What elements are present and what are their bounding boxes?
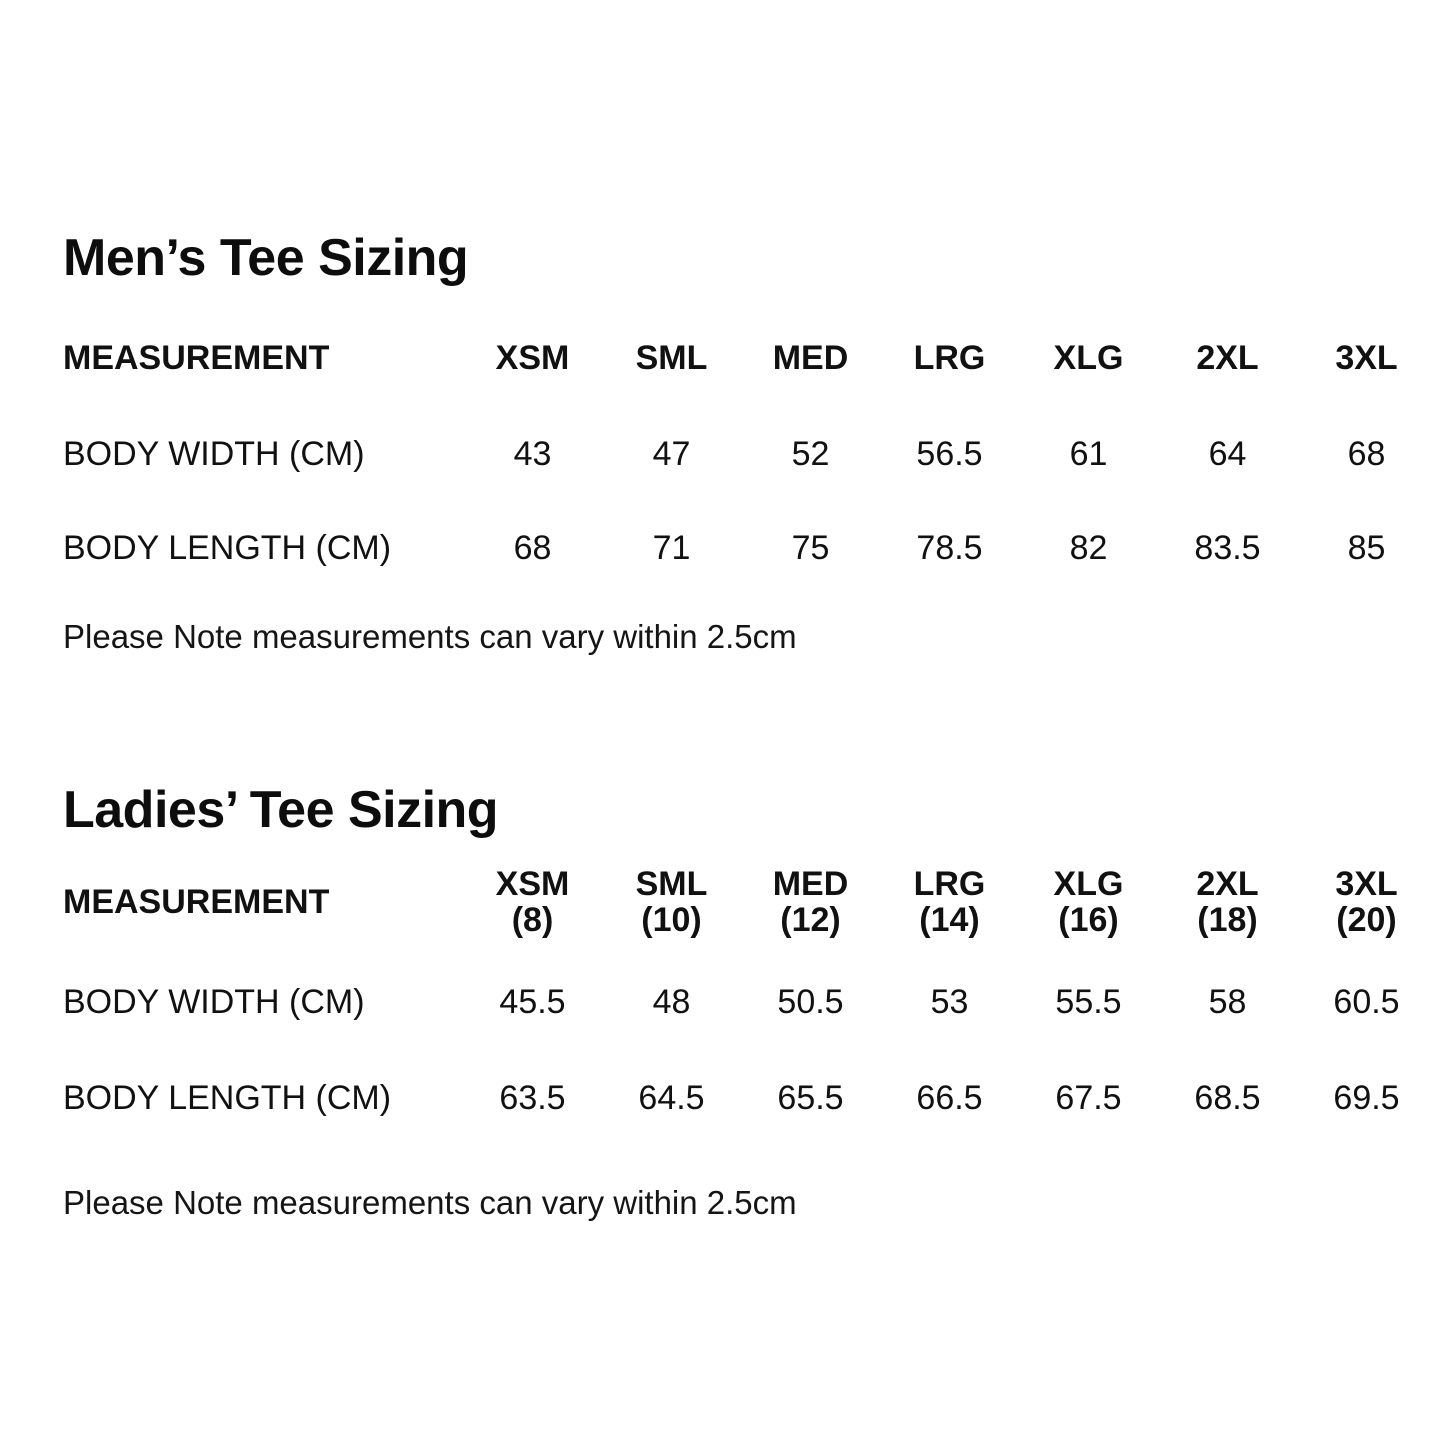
mens-measurement-note: Please Note measurements can vary within…	[63, 618, 797, 655]
body-length-sml: 71	[652, 529, 691, 567]
body-length-xsm: 63.5	[499, 1079, 566, 1117]
column-header-xlg: XLG	[1053, 339, 1124, 377]
column-header-xsm: XSM	[495, 339, 570, 377]
ladies-body-width-row: BODY WIDTH (CM) 45.5 48 50.5 53 55.5 58 …	[63, 982, 1400, 1022]
body-width-med: 50.5	[777, 983, 844, 1021]
column-header-dress-size: (12)	[780, 901, 841, 939]
column-header-dress-size: (16)	[1058, 901, 1119, 939]
body-length-2xl: 68.5	[1194, 1079, 1261, 1117]
column-header-measurement: MEASUREMENT	[63, 884, 463, 920]
column-header-label: XSM	[495, 865, 570, 903]
body-width-xlg: 55.5	[1055, 983, 1122, 1021]
body-width-2xl: 64	[1208, 435, 1247, 473]
column-header-label: MEASUREMENT	[63, 883, 330, 921]
column-header-sml: SML	[635, 339, 708, 377]
mens-sizing-section: Men’s Tee Sizing MEASUREMENT XSM SML MED…	[63, 232, 1400, 656]
ladies-sizing-section: Ladies’ Tee Sizing MEASUREMENT XSM (8) S…	[63, 784, 1400, 1222]
body-width-sml: 47	[652, 435, 691, 473]
mens-body-width-row: BODY WIDTH (CM) 43 47 52 56.5 61 64 68	[63, 434, 1400, 474]
column-header-2xl: 2XL (18)	[1158, 866, 1297, 938]
body-width-xsm: 43	[513, 435, 552, 473]
column-header-label: 2XL	[1196, 865, 1259, 903]
column-header-dress-size: (10)	[641, 901, 702, 939]
body-length-lrg: 66.5	[916, 1079, 983, 1117]
column-header-2xl: 2XL	[1196, 339, 1259, 377]
ladies-section-title: Ladies’ Tee Sizing	[63, 781, 499, 839]
ladies-measurement-note: Please Note measurements can vary within…	[63, 1184, 797, 1221]
column-header-measurement: MEASUREMENT	[63, 339, 330, 377]
body-width-3xl: 68	[1347, 435, 1386, 473]
body-length-lrg: 78.5	[916, 529, 983, 567]
body-length-med: 65.5	[777, 1079, 844, 1117]
mens-section-title: Men’s Tee Sizing	[63, 229, 469, 287]
column-header-med: MED	[772, 339, 849, 377]
column-header-label: XLG	[1053, 865, 1124, 903]
body-width-lrg: 53	[930, 983, 969, 1021]
ladies-header-row: MEASUREMENT XSM (8) SML (10) MED (12) LR…	[63, 866, 1400, 938]
body-length-3xl: 85	[1347, 529, 1386, 567]
body-width-sml: 48	[652, 983, 691, 1021]
column-header-3xl: 3XL	[1335, 339, 1398, 377]
mens-body-length-row: BODY LENGTH (CM) 68 71 75 78.5 82 83.5 8…	[63, 528, 1400, 568]
body-width-xlg: 61	[1069, 435, 1108, 473]
column-header-xsm: XSM (8)	[463, 866, 602, 938]
mens-header-row: MEASUREMENT XSM SML MED LRG XLG 2XL 3XL	[63, 338, 1400, 378]
body-width-3xl: 60.5	[1333, 983, 1400, 1021]
body-width-2xl: 58	[1208, 983, 1247, 1021]
body-length-xlg: 82	[1069, 529, 1108, 567]
column-header-lrg: LRG	[913, 339, 986, 377]
column-header-3xl: 3XL (20)	[1297, 866, 1436, 938]
row-label-body-length: BODY LENGTH (CM)	[63, 529, 392, 567]
column-header-dress-size: (8)	[511, 901, 554, 939]
column-header-xlg: XLG (16)	[1019, 866, 1158, 938]
row-label-body-width: BODY WIDTH (CM)	[63, 983, 365, 1021]
body-width-xsm: 45.5	[499, 983, 566, 1021]
column-header-label: SML	[635, 865, 708, 903]
column-header-label: MED	[772, 865, 849, 903]
column-header-label: 3XL	[1335, 865, 1398, 903]
row-label-body-width: BODY WIDTH (CM)	[63, 435, 365, 473]
column-header-med: MED (12)	[741, 866, 880, 938]
column-header-dress-size: (14)	[919, 901, 980, 939]
body-length-xlg: 67.5	[1055, 1079, 1122, 1117]
column-header-dress-size: (18)	[1197, 901, 1258, 939]
body-length-med: 75	[791, 529, 830, 567]
column-header-lrg: LRG (14)	[880, 866, 1019, 938]
body-length-2xl: 83.5	[1194, 529, 1261, 567]
body-length-sml: 64.5	[638, 1079, 705, 1117]
ladies-body-length-row: BODY LENGTH (CM) 63.5 64.5 65.5 66.5 67.…	[63, 1078, 1400, 1118]
column-header-label: LRG	[913, 865, 986, 903]
body-width-lrg: 56.5	[916, 435, 983, 473]
body-width-med: 52	[791, 435, 830, 473]
body-length-xsm: 68	[513, 529, 552, 567]
body-length-3xl: 69.5	[1333, 1079, 1400, 1117]
row-label-body-length: BODY LENGTH (CM)	[63, 1079, 392, 1117]
column-header-dress-size: (20)	[1336, 901, 1397, 939]
column-header-sml: SML (10)	[602, 866, 741, 938]
